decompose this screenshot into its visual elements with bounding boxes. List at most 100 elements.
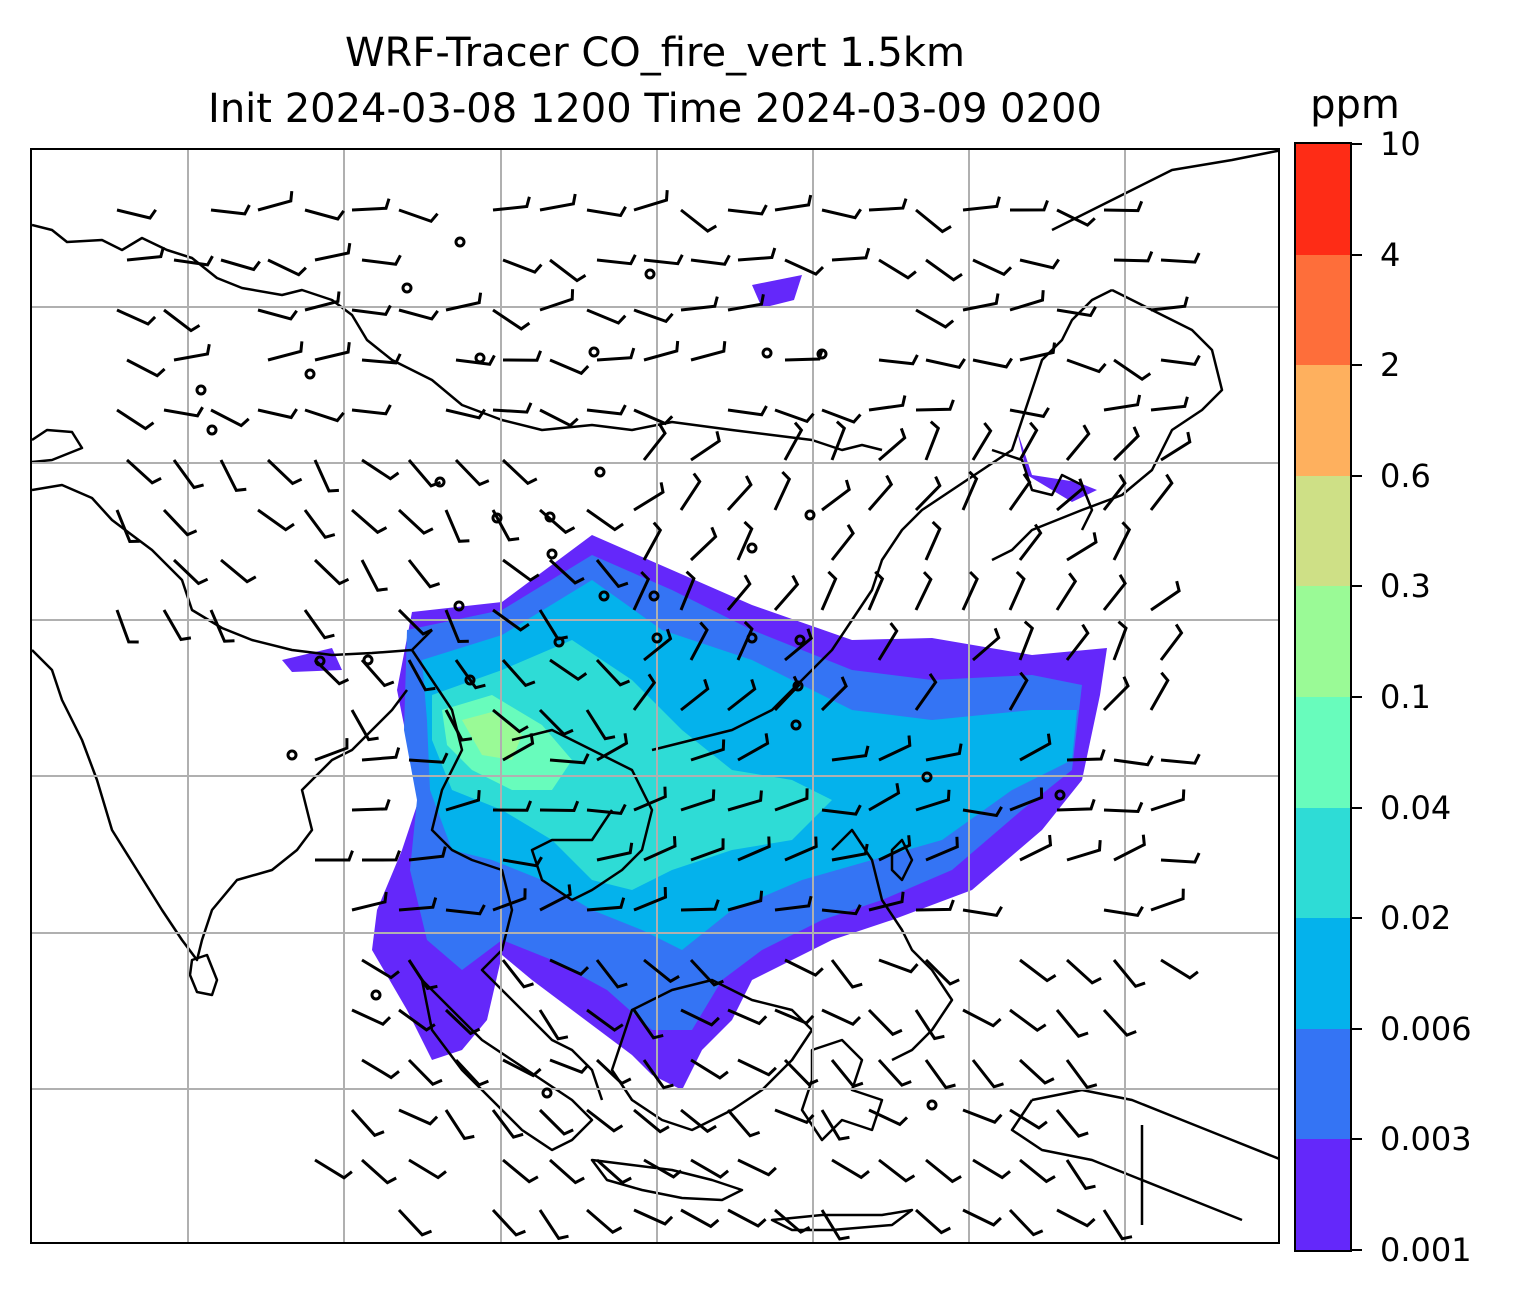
wind-barb	[737, 1058, 777, 1077]
wind-barb	[444, 1109, 475, 1141]
wind-barb	[878, 427, 907, 462]
wind-barb	[398, 897, 438, 912]
wind-barb	[914, 571, 933, 611]
wind-barb	[924, 520, 942, 561]
wind-barb	[1113, 358, 1152, 382]
wind-barb	[502, 1158, 539, 1184]
wind-barb	[586, 206, 627, 218]
wind-barb	[924, 1059, 956, 1090]
coastline-new-guinea	[1010, 1088, 1278, 1222]
colorbar-segment	[1296, 144, 1350, 255]
plume-outer-east	[1017, 430, 1097, 502]
wind-barb	[1008, 671, 1029, 711]
wind-barb	[538, 1209, 569, 1241]
wind-barb	[915, 208, 952, 234]
wind-barb	[173, 343, 211, 362]
wind-barb	[539, 193, 577, 212]
wind-barb	[313, 558, 350, 586]
wind-calm-marker	[651, 632, 663, 644]
wind-barb	[924, 420, 941, 461]
wind-barb	[643, 254, 684, 266]
wind-barb	[304, 208, 345, 221]
colorbar-tick	[1352, 917, 1362, 920]
wind-barb	[784, 958, 824, 977]
wind-calm-marker	[644, 268, 656, 280]
wind-barb	[398, 1108, 439, 1126]
wind-barb	[491, 509, 520, 542]
wind-barb	[632, 673, 657, 711]
wind-barb	[877, 1058, 912, 1087]
wind-barb	[972, 627, 1001, 662]
wind-calm-marker	[206, 424, 218, 436]
colorbar-segment	[1296, 1028, 1350, 1140]
wind-barb	[1160, 958, 1199, 980]
wind-barb	[549, 1058, 590, 1074]
wind-barb	[257, 190, 294, 212]
wind-barb	[538, 708, 574, 736]
wind-barb	[727, 294, 765, 312]
wind-barb	[643, 958, 680, 984]
wind-barb	[680, 208, 718, 233]
wind-calm-marker	[195, 384, 207, 396]
wind-barb	[444, 709, 473, 742]
wind-barb	[351, 404, 392, 416]
wind-barb	[351, 891, 388, 912]
wind-barb	[1009, 407, 1050, 419]
wind-barb	[971, 422, 993, 461]
wind-barb	[1056, 1208, 1096, 1228]
wind-barb	[633, 887, 668, 912]
wind-barb	[219, 459, 247, 493]
wind-barb	[737, 247, 777, 262]
wind-barb	[407, 959, 438, 991]
wind-barb	[492, 608, 530, 632]
wind-barb	[1160, 354, 1201, 367]
wind-barb	[445, 904, 486, 916]
wind-barb	[868, 891, 905, 912]
wind-barb	[360, 559, 388, 592]
wind-barb	[351, 799, 391, 812]
coastline-vietnam	[511, 728, 654, 902]
map-panel[interactable]	[30, 148, 1280, 1244]
colorbar-tick	[1352, 474, 1362, 477]
wind-barb	[586, 308, 627, 325]
wind-barb	[915, 399, 955, 412]
wind-barbs	[115, 189, 1201, 1241]
colorbar-tick	[1352, 696, 1362, 698]
map-canvas	[32, 150, 1278, 1242]
colorbar-tick-label: 0.04	[1380, 788, 1452, 827]
wind-barb	[1009, 787, 1044, 812]
wind-barb	[633, 1108, 670, 1134]
wind-barb	[1150, 888, 1185, 912]
wind-barb	[878, 354, 919, 366]
wind-barb	[1056, 478, 1085, 512]
wind-barb	[1009, 290, 1045, 312]
wind-barb	[220, 558, 257, 584]
wind-barb	[502, 856, 543, 868]
wind-barb	[1160, 753, 1201, 765]
wind-barb	[1113, 755, 1154, 767]
wind-barb	[1102, 1008, 1137, 1037]
wind-calm-marker	[304, 368, 316, 380]
wind-barb	[172, 459, 204, 490]
wind-barb	[924, 958, 960, 986]
colorbar-tick-label: 2	[1380, 346, 1401, 385]
wind-barb	[690, 838, 725, 862]
wind-barb	[361, 254, 402, 266]
colorbar-tick-label: 0.6	[1380, 456, 1431, 495]
wind-barb	[643, 836, 677, 862]
wind-barb	[210, 408, 250, 428]
wind-barb	[915, 899, 955, 912]
wind-barb	[502, 558, 540, 582]
wind-barb	[642, 521, 663, 561]
wind-barb	[1018, 523, 1043, 561]
wind-barb	[492, 708, 529, 734]
wind-barb	[830, 1059, 864, 1089]
wind-barb	[868, 395, 907, 412]
wind-barb	[915, 789, 951, 812]
wind-barb	[962, 196, 1001, 212]
wind-barb	[454, 1058, 489, 1087]
wind-barb	[962, 293, 1000, 312]
wind-barb	[774, 194, 813, 212]
wind-barb	[821, 1008, 862, 1026]
wind-barb	[632, 570, 651, 611]
